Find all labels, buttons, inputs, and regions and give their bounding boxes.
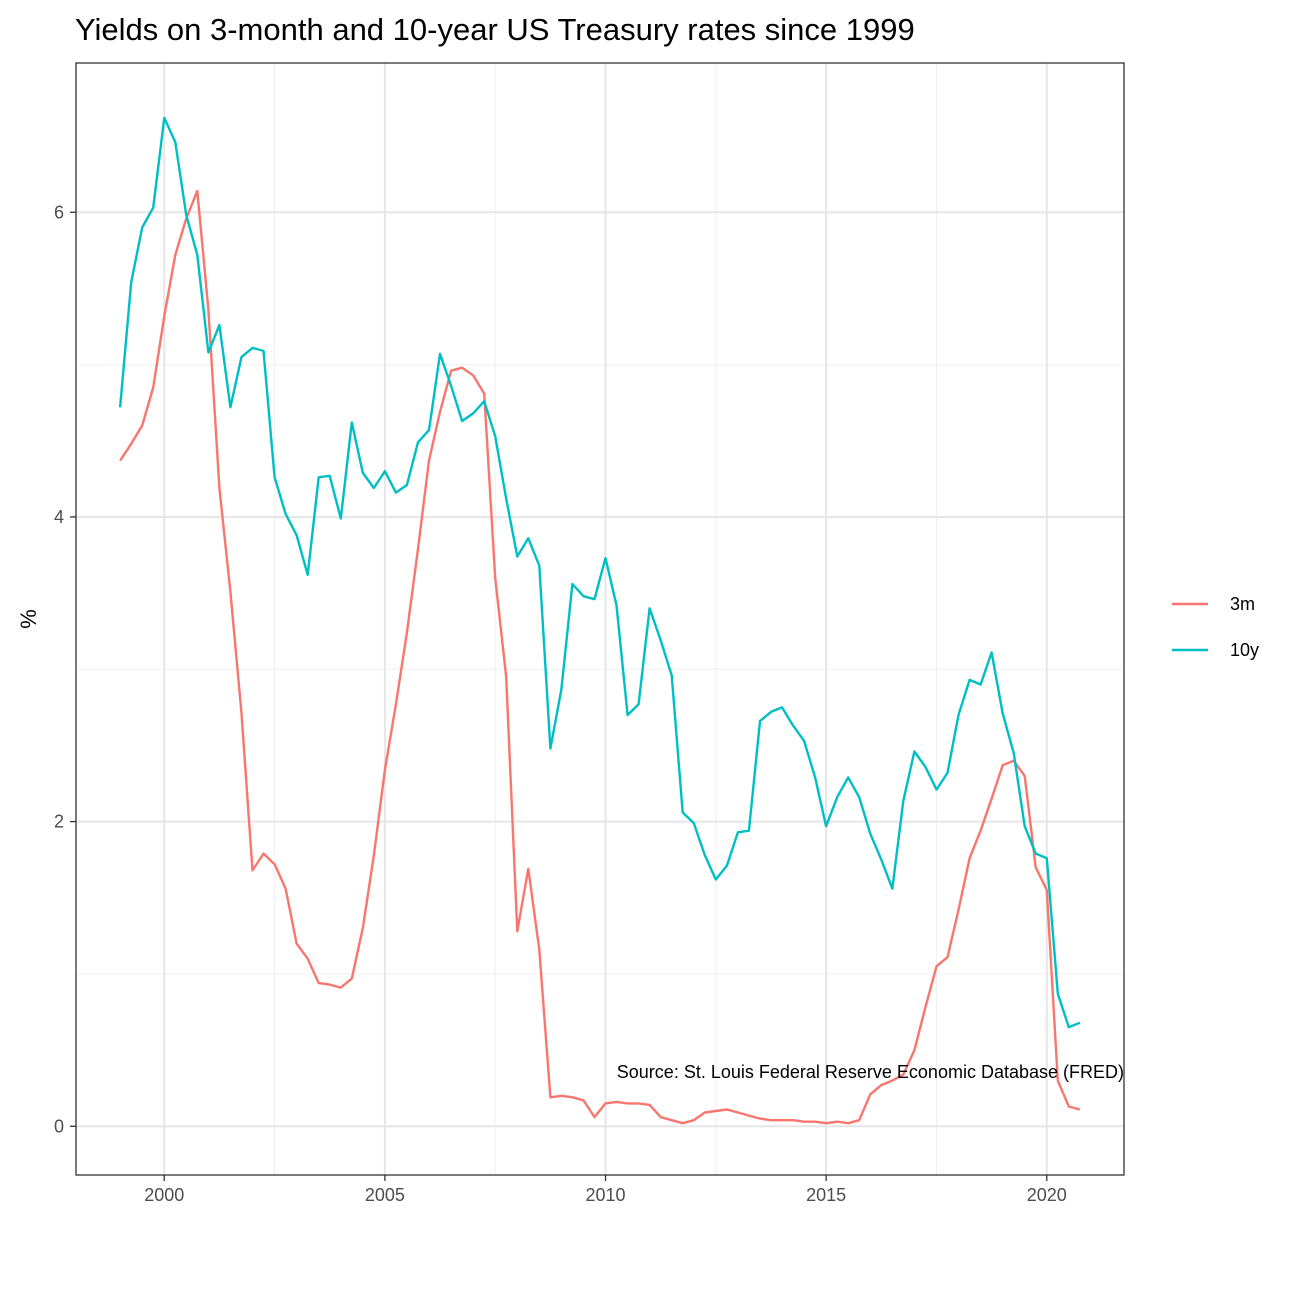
x-tick-label: 2020 — [1027, 1185, 1067, 1205]
x-tick-label: 2015 — [806, 1185, 846, 1205]
chart-caption: Source: St. Louis Federal Reserve Econom… — [617, 1062, 1124, 1082]
series-line-3m — [119, 189, 1081, 1125]
plot-panel-border — [75, 62, 1125, 1176]
legend-label-10y: 10y — [1230, 640, 1259, 660]
y-tick-label: 4 — [54, 507, 64, 527]
y-tick-label: 0 — [54, 1116, 64, 1136]
x-tick-label: 2005 — [365, 1185, 405, 1205]
y-tick-label: 2 — [54, 812, 64, 832]
x-tick-label: 2010 — [585, 1185, 625, 1205]
x-axis: 2000 2005 2010 2015 2020 — [144, 1175, 1067, 1205]
y-axis-title: % — [16, 609, 41, 629]
legend: 3m 10y — [1172, 594, 1259, 660]
chart-title: Yields on 3-month and 10-year US Treasur… — [75, 12, 915, 47]
x-tick-label: 2000 — [144, 1185, 184, 1205]
y-tick-label: 6 — [54, 202, 64, 222]
series-line-10y — [118, 116, 1081, 1029]
y-axis: 0 2 4 6 — [54, 202, 76, 1136]
gridlines — [76, 63, 1124, 1175]
series-layer — [118, 116, 1081, 1125]
legend-label-3m: 3m — [1230, 594, 1255, 614]
